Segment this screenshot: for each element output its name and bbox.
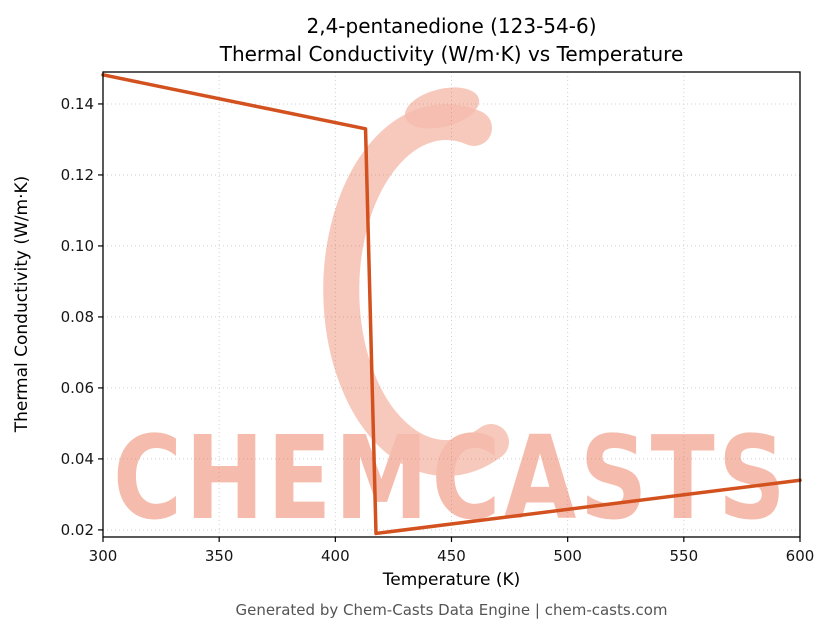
- x-tick-label: 300: [89, 547, 118, 565]
- y-tick-label: 0.08: [61, 308, 94, 326]
- y-tick-label: 0.04: [61, 450, 94, 468]
- y-tick-label: 0.12: [61, 166, 94, 184]
- chart-title-line1: 2,4-pentanedione (123-54-6): [306, 14, 597, 38]
- chemcasts-logo-dot-icon: [404, 87, 480, 129]
- chemcasts-logo-icon: [323, 104, 509, 477]
- y-tick-label: 0.06: [61, 379, 94, 397]
- x-axis-label: Temperature (K): [382, 570, 521, 590]
- x-tick-label: 600: [786, 547, 815, 565]
- watermark: CHEMCASTS: [113, 87, 789, 546]
- series-line-thermal-conductivity: [101, 73, 802, 536]
- y-tick-label: 0.14: [61, 95, 94, 113]
- watermark-text: CHEMCASTS: [113, 412, 789, 546]
- data-series: [101, 73, 802, 536]
- x-tick-label: 450: [437, 547, 466, 565]
- x-tick-label: 400: [321, 547, 350, 565]
- tick-marks: [98, 103, 801, 542]
- x-tick-label: 500: [553, 547, 582, 565]
- tick-labels: 300 350 400 450 500 550 600 0.02 0.04 0.06 0.08 0.1…: [61, 95, 815, 565]
- footer-credit: Generated by Chem-Casts Data Engine | ch…: [235, 601, 668, 619]
- chart-title-line2: Thermal Conductivity (W/m·K) vs Temperat…: [219, 42, 684, 66]
- x-tick-label: 550: [670, 547, 699, 565]
- y-tick-label: 0.02: [61, 521, 94, 539]
- y-axis-label: Thermal Conductivity (W/m·K): [12, 175, 32, 433]
- y-tick-label: 0.10: [61, 237, 94, 255]
- chart-title: 2,4-pentanedione (123-54-6) Thermal Cond…: [103, 12, 800, 68]
- x-tick-label: 350: [205, 547, 234, 565]
